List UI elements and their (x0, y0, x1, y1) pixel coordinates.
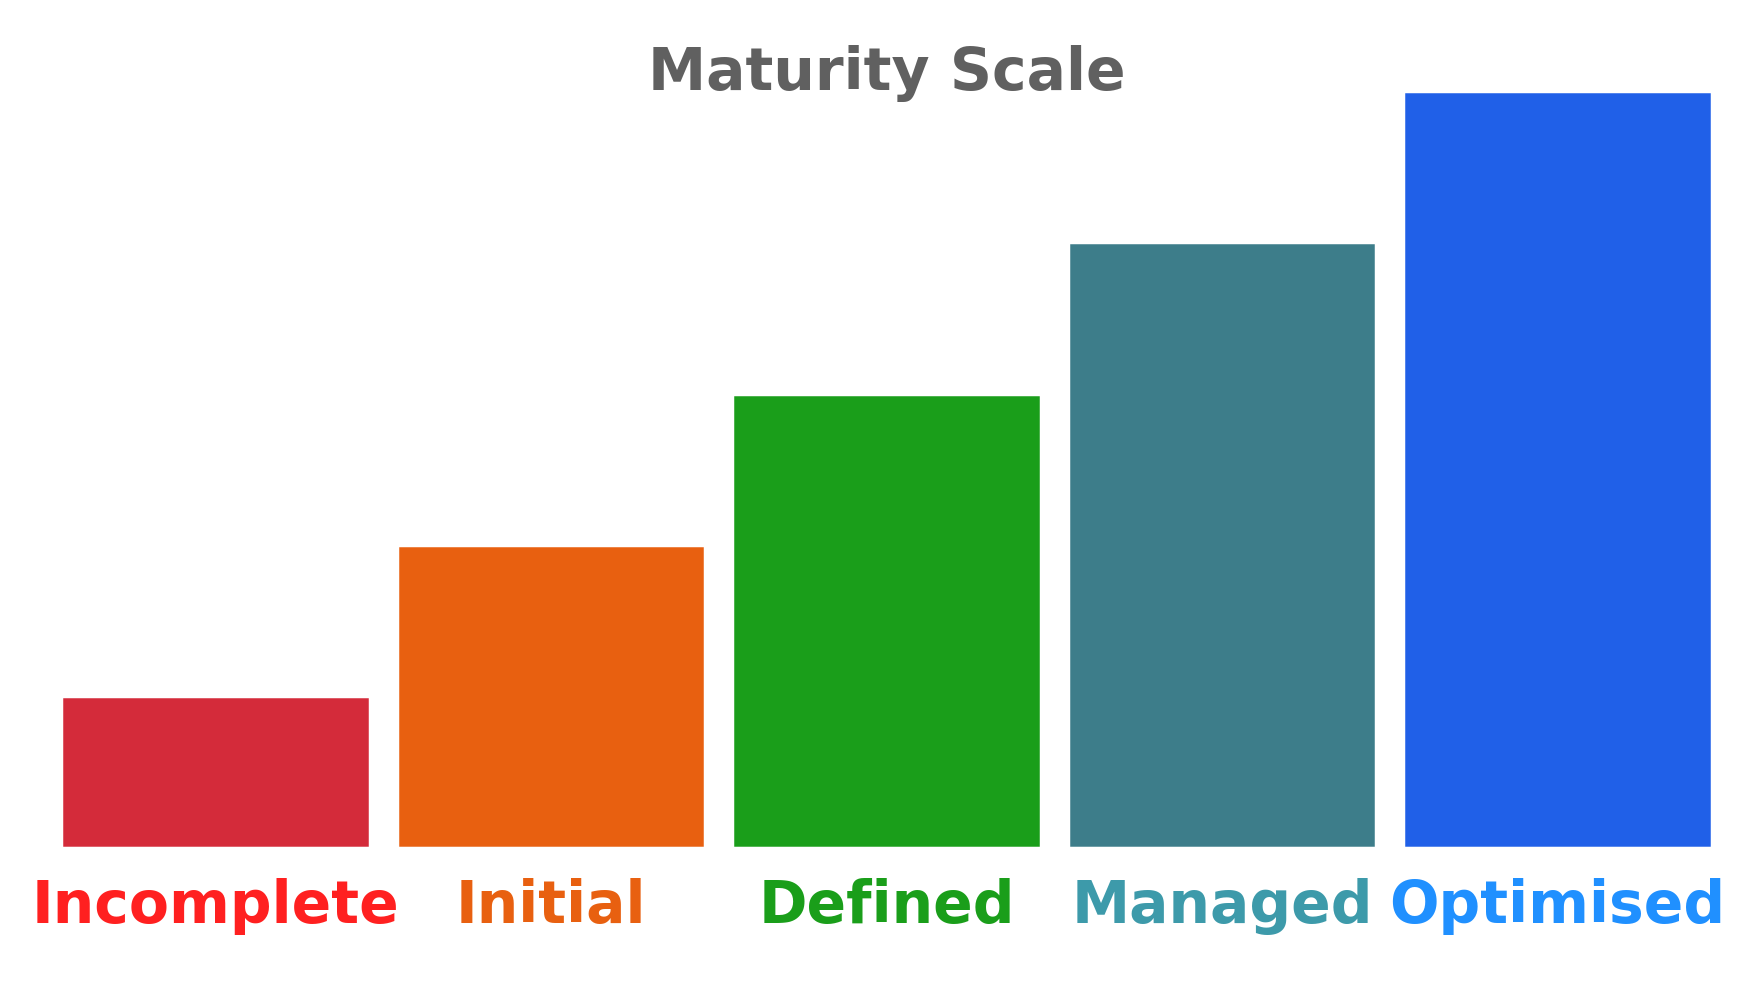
FancyBboxPatch shape (397, 545, 705, 848)
Text: Incomplete: Incomplete (32, 878, 399, 935)
Text: Managed: Managed (1072, 878, 1372, 935)
Text: Defined: Defined (759, 878, 1014, 935)
Text: Initial: Initial (455, 878, 647, 935)
Text: Optimised: Optimised (1390, 878, 1725, 935)
FancyBboxPatch shape (1404, 91, 1711, 848)
FancyBboxPatch shape (733, 394, 1040, 848)
Text: Maturity Scale: Maturity Scale (648, 45, 1124, 102)
FancyBboxPatch shape (1068, 242, 1376, 848)
FancyBboxPatch shape (61, 697, 369, 848)
